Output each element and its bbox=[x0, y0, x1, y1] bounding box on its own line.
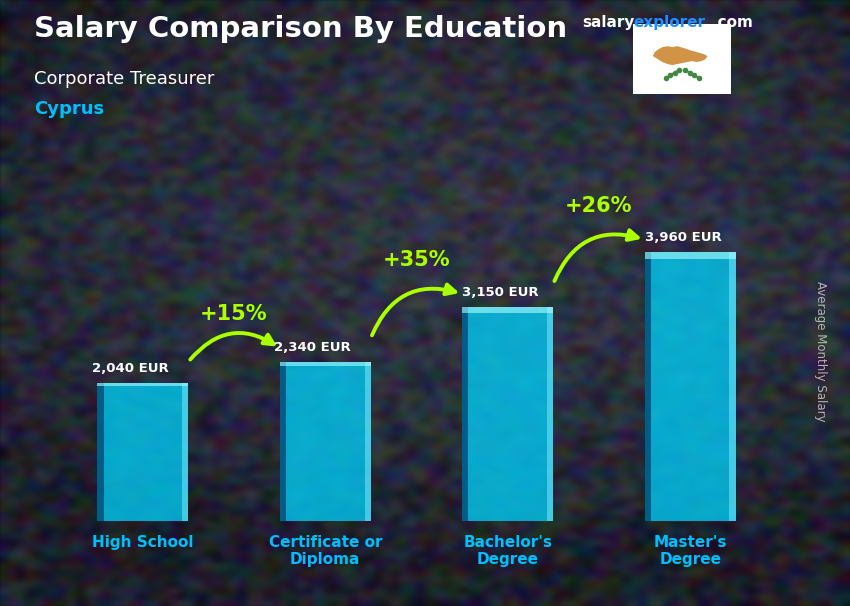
Bar bbox=[365, 362, 371, 521]
Bar bbox=[97, 383, 104, 521]
Text: 2,340 EUR: 2,340 EUR bbox=[275, 341, 351, 354]
Bar bbox=[547, 307, 553, 521]
Text: Cyprus: Cyprus bbox=[34, 100, 104, 118]
Bar bbox=[462, 307, 553, 521]
Text: .com: .com bbox=[712, 15, 753, 30]
Text: 2,040 EUR: 2,040 EUR bbox=[92, 362, 168, 375]
Text: Corporate Treasurer: Corporate Treasurer bbox=[34, 70, 214, 88]
Bar bbox=[462, 307, 468, 521]
Bar bbox=[280, 362, 286, 521]
Bar bbox=[644, 252, 736, 259]
Bar bbox=[462, 307, 553, 313]
Bar bbox=[97, 383, 189, 521]
Text: +15%: +15% bbox=[201, 304, 268, 324]
Bar bbox=[97, 383, 189, 386]
Bar bbox=[280, 362, 371, 521]
Text: 3,960 EUR: 3,960 EUR bbox=[644, 231, 722, 244]
Text: explorer: explorer bbox=[633, 15, 706, 30]
Text: Average Monthly Salary: Average Monthly Salary bbox=[813, 281, 827, 422]
Text: +26%: +26% bbox=[565, 196, 632, 216]
Polygon shape bbox=[653, 46, 707, 65]
Bar bbox=[729, 252, 736, 521]
Bar bbox=[644, 252, 736, 521]
Text: 3,150 EUR: 3,150 EUR bbox=[462, 286, 539, 299]
Bar bbox=[280, 362, 371, 366]
Text: salary: salary bbox=[582, 15, 635, 30]
Text: Salary Comparison By Education: Salary Comparison By Education bbox=[34, 15, 567, 43]
Text: +35%: +35% bbox=[382, 250, 450, 270]
Bar bbox=[644, 252, 651, 521]
Bar bbox=[182, 383, 189, 521]
